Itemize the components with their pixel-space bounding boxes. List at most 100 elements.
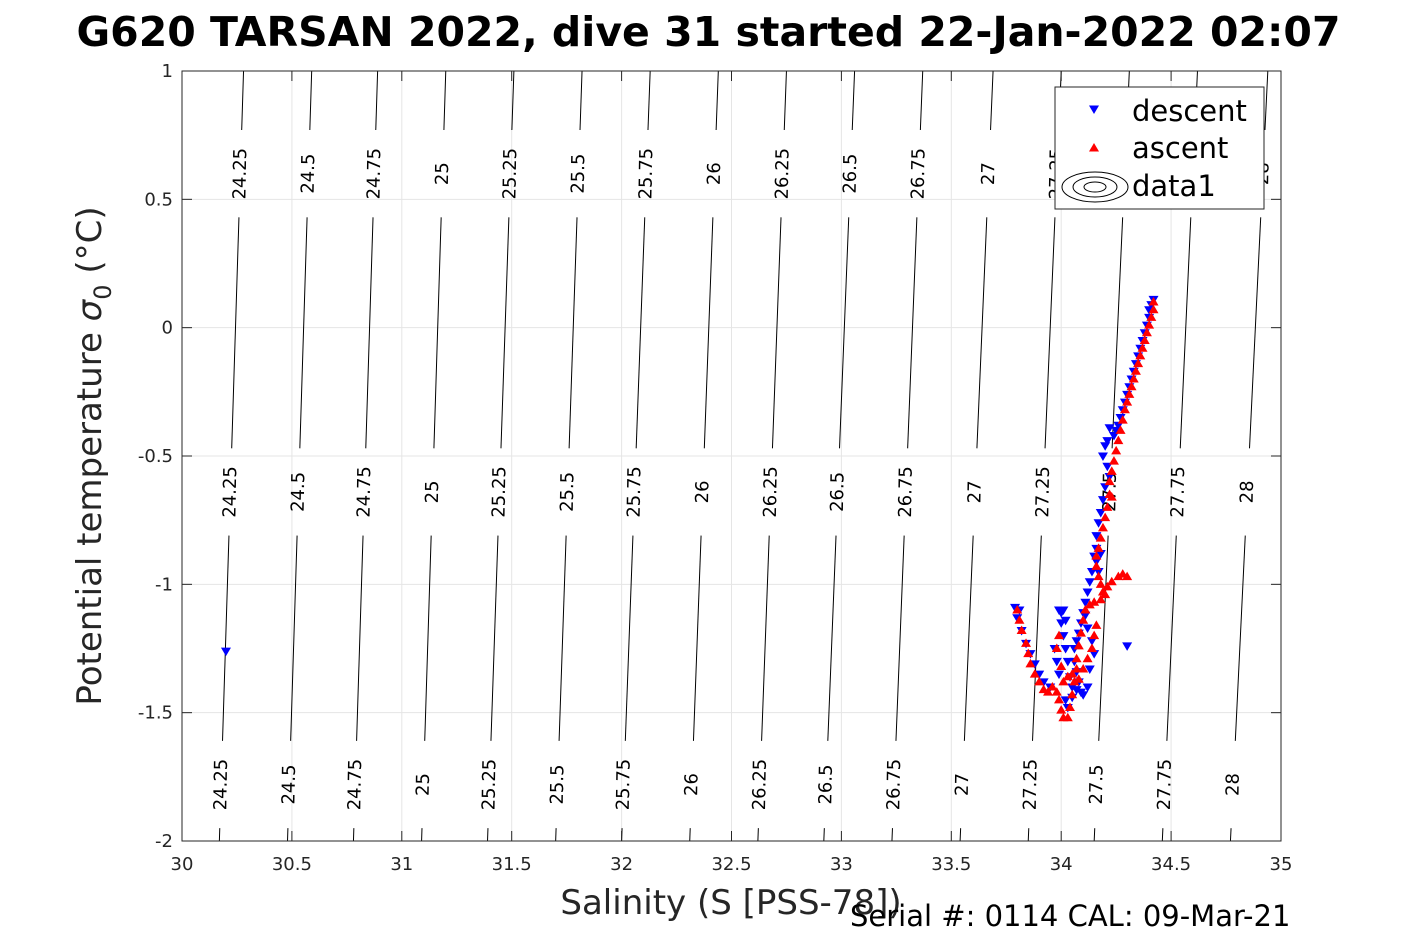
ascent-point (1069, 676, 1080, 686)
isopycnal-line (568, 217, 578, 449)
isopycnal-line (1234, 535, 1246, 741)
serial-calibration-footer: Serial #: 0114 CAL: 09-Mar-21 (850, 899, 1291, 933)
ascent-point (1043, 687, 1054, 696)
ascent-point (1054, 630, 1065, 640)
isopycnal-line (500, 217, 510, 449)
descent-point (1084, 665, 1095, 675)
y-tick-label: -1 (155, 574, 173, 595)
legend-ascent-label: ascent (1132, 131, 1228, 165)
x-tick-label: 32.5 (711, 854, 751, 875)
ascent-point (1086, 643, 1097, 652)
isopycnal-line (433, 217, 442, 449)
ascent-point (1148, 304, 1159, 314)
ascent-point (1067, 689, 1078, 699)
x-axis-label: Salinity (S [PSS-78]) (560, 883, 901, 923)
ascent-point (1097, 522, 1108, 532)
ascent-point (1091, 561, 1102, 570)
isopycnal-line (771, 217, 782, 449)
ascent-point (1113, 571, 1124, 581)
contour-label: 24.25 (219, 466, 241, 518)
x-axis-ticks: 30 30.5 31 31.5 32 32.5 33 33.5 34 34.5 35 (171, 71, 1293, 875)
contour-label: 25.75 (635, 148, 657, 200)
ascent-point (1091, 551, 1102, 560)
ascent-point (1058, 712, 1069, 722)
x-tick-label: 33.5 (931, 854, 971, 875)
isopycnal-line (375, 70, 379, 131)
descent-point (1078, 691, 1089, 700)
ascent-point (1104, 476, 1115, 486)
isopycnal-line (963, 535, 974, 741)
ascent-point (1021, 638, 1032, 647)
contour-label: 27.25 (1032, 466, 1054, 518)
ascent-point (1056, 705, 1067, 714)
ascent-point (1062, 671, 1073, 681)
isopycnal-line (1229, 828, 1232, 842)
contour-label: 27.75 (1154, 759, 1176, 811)
isopycnal-line (490, 535, 499, 741)
ascent-point (1095, 594, 1106, 604)
ascent-point (1025, 658, 1036, 668)
contour-label: 27 (978, 162, 999, 185)
legend-descent-label: descent (1132, 94, 1247, 128)
ascent-point (1122, 571, 1133, 581)
descent-point (1093, 519, 1104, 528)
ascent-point (1117, 415, 1128, 424)
descent-point (1122, 642, 1133, 651)
contour-label: 25 (422, 480, 443, 503)
y-axis-label: Potential temperature σ0 (°C) (70, 206, 117, 705)
isopycnal-line (241, 70, 245, 131)
ascent-point (1038, 684, 1049, 694)
legend: descent ascent data1 (1054, 86, 1265, 210)
ascent-point (1056, 661, 1067, 670)
descent-point (1100, 483, 1111, 492)
x-tick-label: 35 (1270, 854, 1293, 875)
descent-point (1084, 578, 1095, 587)
ascent-point (1067, 669, 1078, 678)
descent-point (1097, 496, 1108, 505)
legend-contour-icon (1061, 171, 1129, 203)
ascent-point (1075, 628, 1086, 637)
descent-point (1067, 683, 1078, 692)
contour-label: 25.5 (547, 764, 569, 804)
x-tick-label: 31.5 (492, 854, 532, 875)
descent-point (1082, 683, 1093, 692)
contour-label: 24.25 (210, 759, 232, 811)
isopycnal-line (1093, 828, 1096, 842)
contour-label: 26 (704, 162, 725, 185)
isopycnal-line (309, 70, 313, 131)
contour-labels: 24.25 24.25 24.25 24.5 24.5 24.5 24.75 24.75 24.… (210, 148, 1273, 811)
chart-title: G620 TARSAN 2022, dive 31 started 22-Jan… (76, 8, 1341, 56)
descent-point (1086, 568, 1097, 577)
ascent-point (1100, 512, 1111, 522)
descent-legend-marker (1089, 105, 1099, 114)
ascent-point (1111, 445, 1122, 455)
x-tick-label: 31 (390, 854, 413, 875)
ascent-point (1095, 579, 1106, 588)
descent-point (1082, 624, 1093, 633)
ascent-point (1034, 676, 1045, 686)
isopycnal-line (290, 535, 298, 741)
ascent-point (1095, 533, 1106, 542)
ascent-point (1071, 653, 1082, 663)
contour-label: 25.5 (557, 472, 579, 512)
y-tick-label: 1 (162, 61, 173, 82)
descent-point (1051, 657, 1062, 667)
y-tick-label: -0.5 (138, 446, 173, 467)
descent-point (220, 647, 231, 657)
isopycnal-line (1032, 535, 1042, 741)
isopycnal-line (692, 535, 702, 741)
contour-label: 26.75 (908, 148, 930, 200)
contour-label: 25.5 (568, 153, 590, 193)
contour-label: 24.5 (288, 472, 310, 512)
ascent-point (1051, 643, 1062, 652)
contour-label: 25.75 (624, 466, 646, 518)
contour-label: 24.75 (363, 148, 385, 200)
ascent-point (1023, 648, 1034, 658)
ascent-point (1084, 599, 1095, 609)
ascent-point (1073, 674, 1084, 683)
ascent-point (1102, 502, 1113, 511)
descent-point (1086, 637, 1097, 646)
contour-label: 25.25 (479, 759, 501, 811)
descent-point (1082, 588, 1093, 598)
ascent-point (1078, 615, 1089, 624)
